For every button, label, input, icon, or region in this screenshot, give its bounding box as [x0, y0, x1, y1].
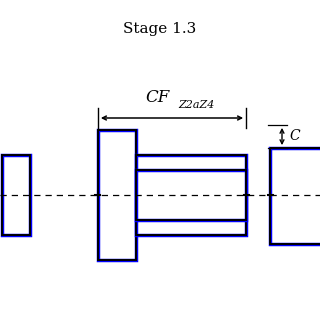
Text: C: C	[289, 129, 300, 143]
Text: Z2aZ4: Z2aZ4	[178, 100, 214, 110]
Bar	[98, 130, 136, 260]
Bar	[98, 130, 136, 260]
Bar	[136, 170, 246, 220]
Text: Stage 1.3: Stage 1.3	[124, 22, 196, 36]
Bar	[2, 155, 30, 235]
Text: CF: CF	[145, 89, 169, 106]
Bar	[136, 170, 246, 220]
Bar	[136, 155, 246, 235]
Bar	[2, 155, 30, 235]
Bar	[136, 155, 246, 235]
Bar	[270, 148, 320, 244]
Bar	[270, 148, 320, 244]
